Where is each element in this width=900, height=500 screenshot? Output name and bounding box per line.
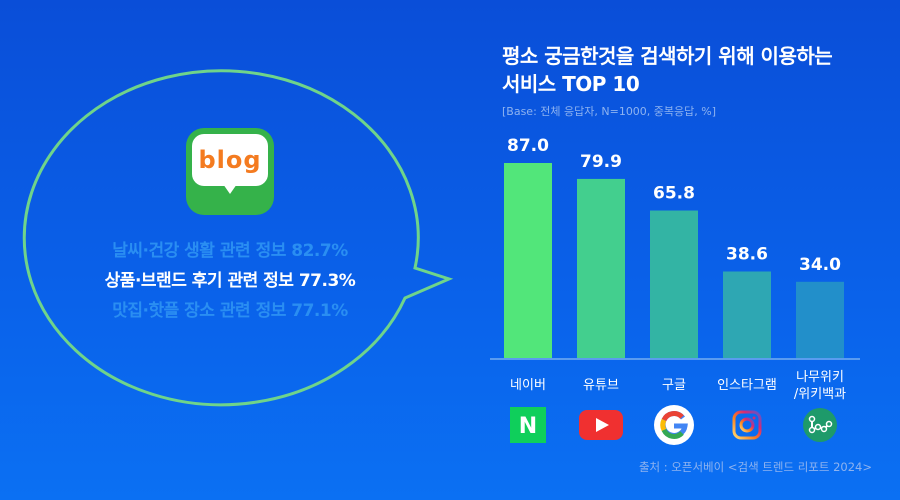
naver-blog-logo-icon: blog <box>186 128 274 215</box>
stat-line-restaurant-place: 맛집·핫플 장소 관련 정보 77.1% <box>112 301 348 321</box>
chart-title-line-2: 서비스 TOP 10 <box>502 72 640 96</box>
youtube-icon <box>579 410 623 440</box>
speech-bubble <box>22 69 454 407</box>
stat-line-product-brand: 상품·브랜드 후기 관련 정보 77.3% <box>104 271 356 291</box>
category-label-4: 나무위키 <box>796 370 844 385</box>
category-label-3: 인스타그램 <box>717 378 777 393</box>
bar-2 <box>650 210 698 358</box>
chart-subtitle: [Base: 전체 응답자, N=1000, 중복응답, %] <box>502 105 717 118</box>
category-label-2: 구글 <box>662 378 686 393</box>
value-label-3: 38.6 <box>726 244 768 264</box>
category-label-1: 유튜브 <box>583 378 619 393</box>
value-label-1: 79.9 <box>580 152 622 172</box>
stat-line-weather-health: 날씨·건강 생활 관련 정보 82.7% <box>112 241 348 261</box>
bar-3 <box>723 271 771 358</box>
value-label-4: 34.0 <box>799 255 841 275</box>
blog-logo-text: blog <box>192 134 268 186</box>
svg-text:N: N <box>519 414 537 439</box>
value-label-2: 65.8 <box>653 184 695 204</box>
google-icon <box>654 405 694 445</box>
bar-1 <box>577 178 625 358</box>
source-note: 출처 : 오픈서베이 <검색 트렌드 리포트 2024> <box>638 460 872 474</box>
namuwiki-icon <box>803 408 837 442</box>
category-label-4: /위키백과 <box>794 387 846 402</box>
category-label-0: 네이버 <box>510 378 546 393</box>
value-label-0: 87.0 <box>507 136 549 156</box>
bar-0 <box>504 163 552 358</box>
bar-4 <box>796 281 844 358</box>
instagram-icon <box>732 410 762 440</box>
chart-title-line-1: 평소 궁금한것을 검색하기 위해 이용하는 <box>502 44 833 68</box>
naver-icon: N <box>510 407 546 443</box>
